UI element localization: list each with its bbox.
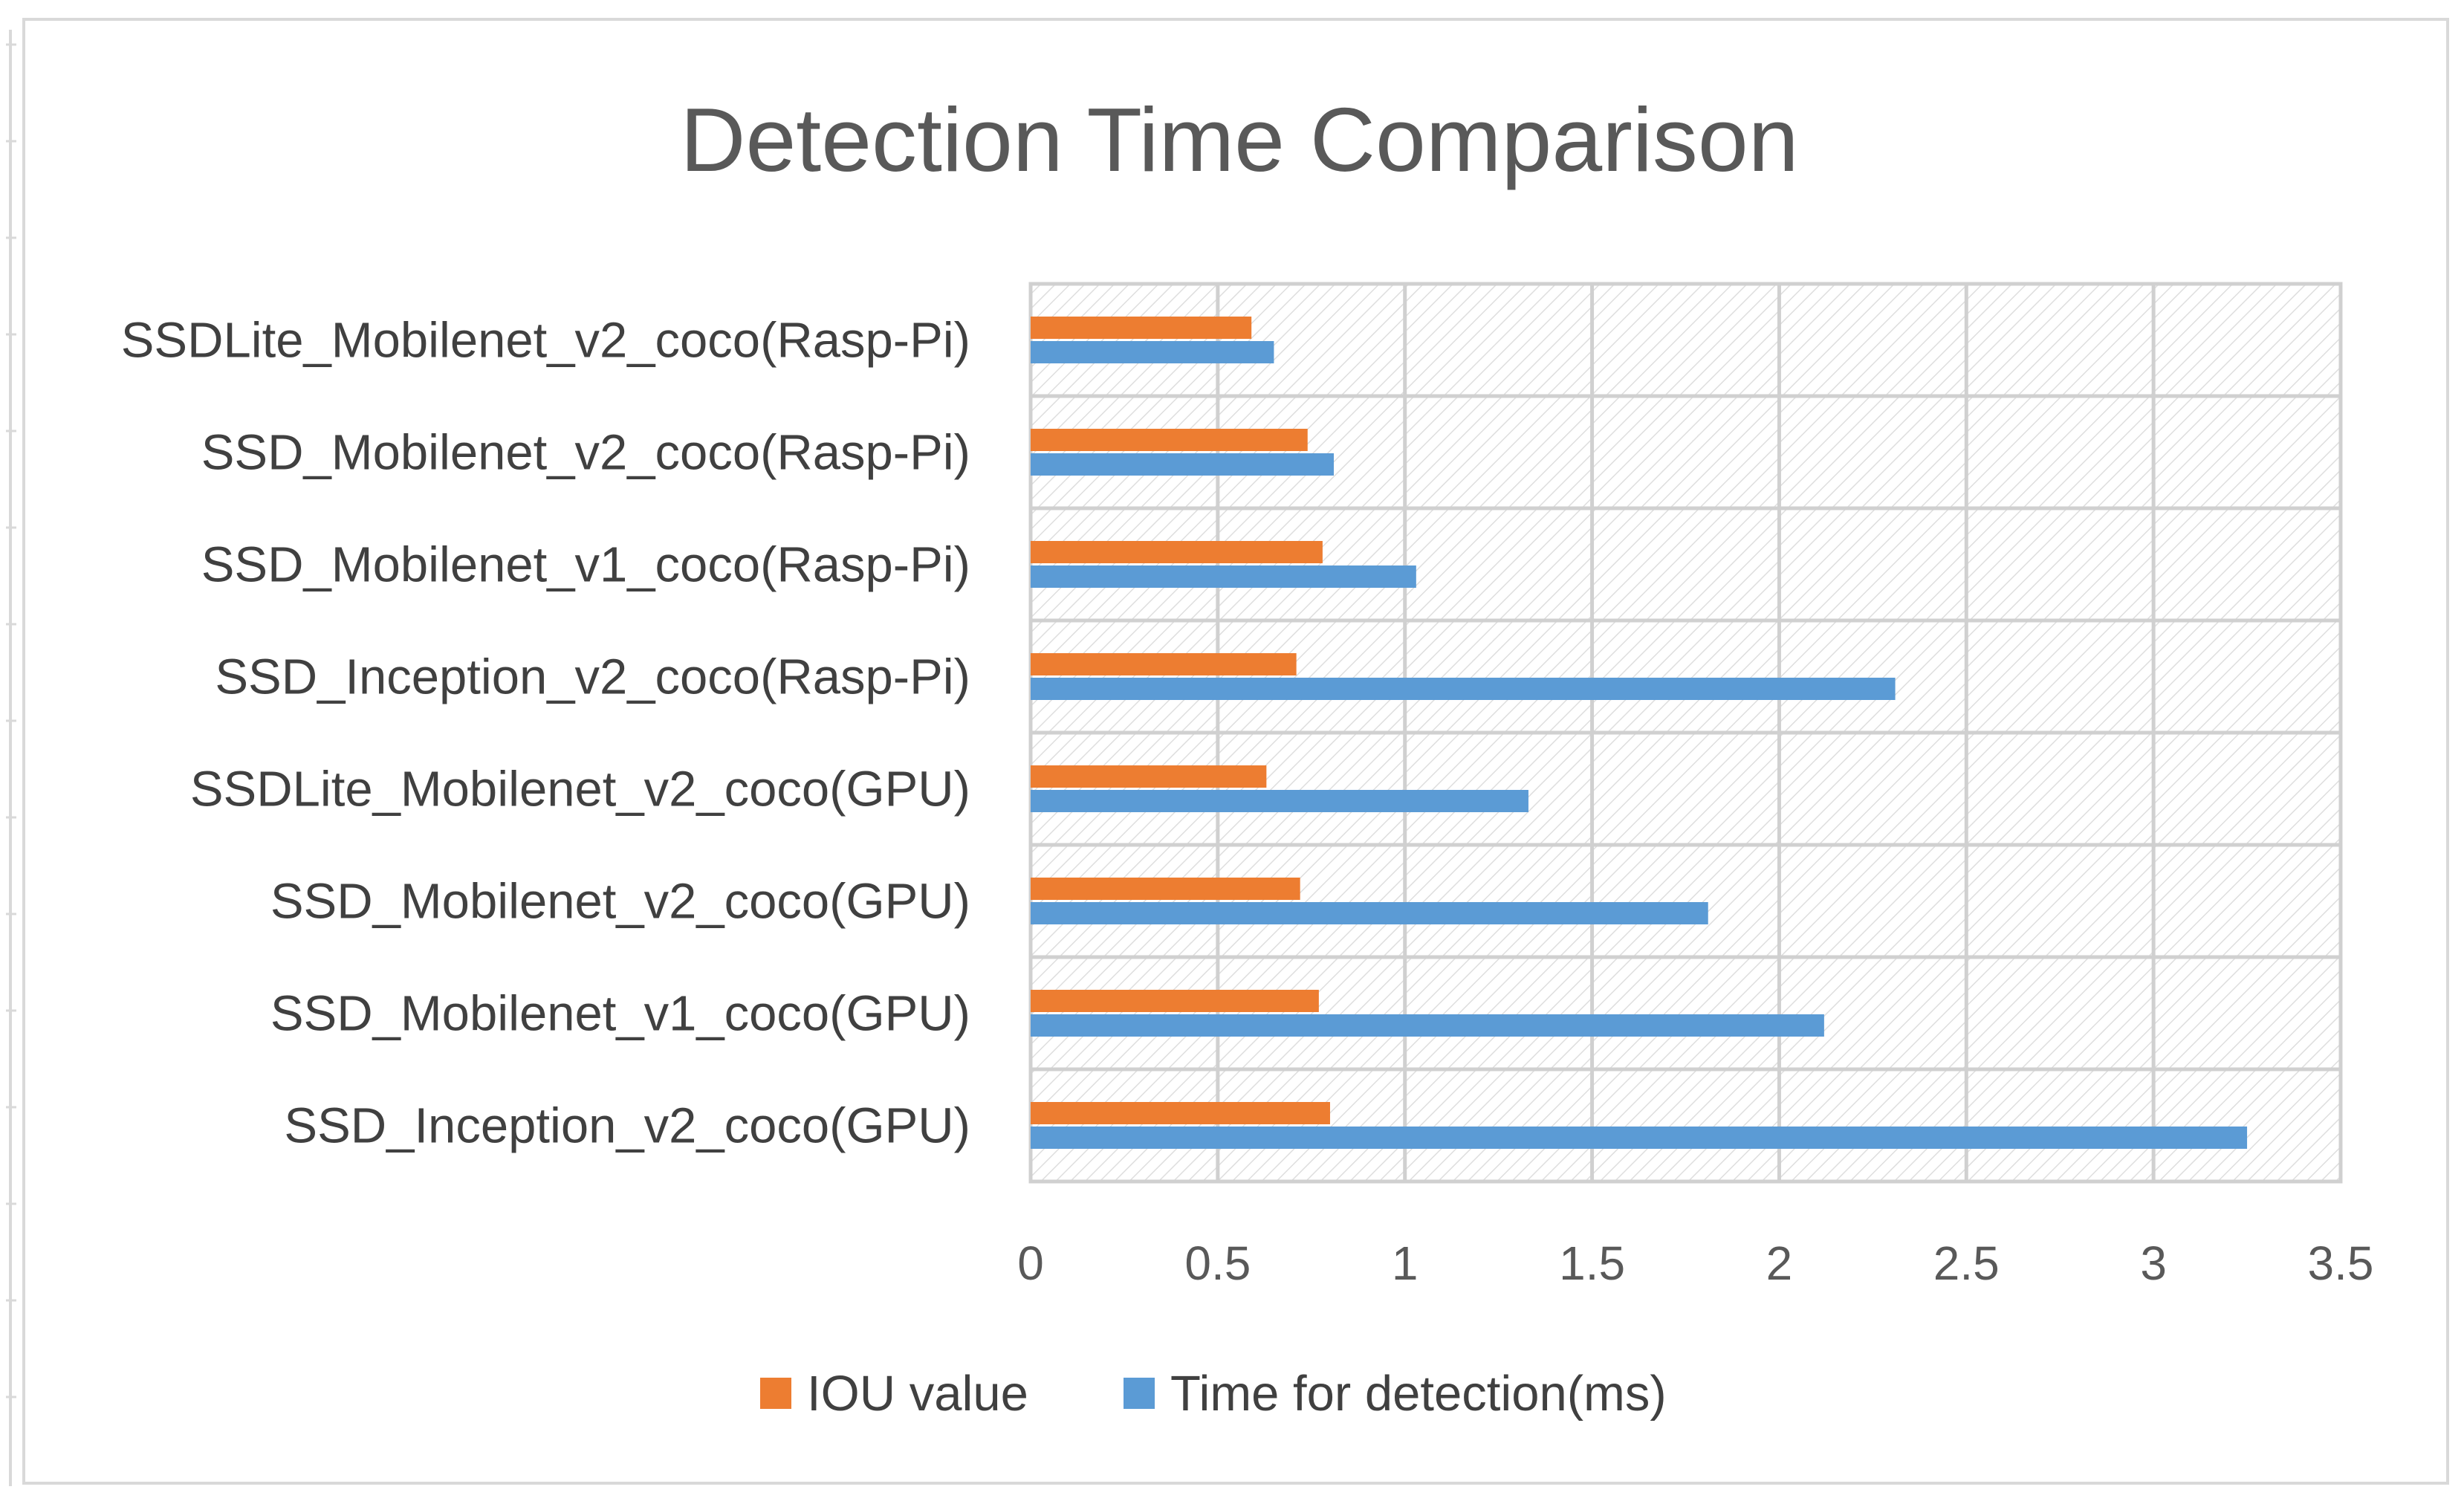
category-label: SSD_Mobilenet_v2_coco(Rasp-Pi) (201, 425, 970, 481)
x-tick-label: 3 (2140, 1236, 2167, 1290)
bar-time-for-detection (1031, 341, 1274, 363)
x-tick-label: 3.5 (2308, 1236, 2374, 1290)
bar-time-for-detection (1031, 1127, 2248, 1149)
legend: IOU value Time for detection(ms) (760, 1366, 1667, 1422)
bar-iou-value (1031, 765, 1267, 788)
category-label: SSDLite_Mobilenet_v2_coco(GPU) (190, 762, 970, 817)
x-axis-tick-labels: 0 0.5 1 1.5 2 2.5 3 3.5 (1017, 1236, 2373, 1290)
bar-iou-value (1031, 1102, 1330, 1124)
legend-label-time: Time for detection(ms) (1170, 1366, 1667, 1422)
chart-title: Detection Time Comparison (680, 89, 1798, 190)
bar-iou-value (1031, 429, 1308, 451)
bar-iou-value (1031, 878, 1300, 900)
x-tick-label: 1 (1392, 1236, 1419, 1290)
x-tick-label: 2 (1766, 1236, 1793, 1290)
category-label: SSD_Mobilenet_v1_coco(Rasp-Pi) (201, 537, 970, 593)
bar-time-for-detection (1031, 1014, 1824, 1037)
category-label: SSDLite_Mobilenet_v2_coco(Rasp-Pi) (121, 313, 970, 369)
bar-time-for-detection (1031, 678, 1896, 700)
bars (1031, 317, 2248, 1149)
bar-iou-value (1031, 317, 1252, 339)
legend-swatch-iou (760, 1378, 791, 1409)
bar-time-for-detection (1031, 565, 1416, 588)
x-tick-label: 2.5 (1933, 1236, 2000, 1290)
category-label: SSD_Mobilenet_v2_coco(GPU) (270, 874, 970, 930)
category-labels: SSDLite_Mobilenet_v2_coco(Rasp-Pi) SSD_Mo… (121, 313, 970, 1154)
legend-label-iou: IOU value (807, 1366, 1028, 1422)
category-label: SSD_Inception_v2_coco(GPU) (284, 1098, 970, 1154)
bar-iou-value (1031, 990, 1319, 1012)
category-label: SSD_Inception_v2_coco(Rasp-Pi) (215, 649, 970, 705)
bar-time-for-detection (1031, 790, 1528, 812)
legend-swatch-time (1124, 1378, 1155, 1409)
bar-time-for-detection (1031, 453, 1335, 476)
bar-iou-value (1031, 653, 1297, 675)
x-tick-label: 0.5 (1184, 1236, 1251, 1290)
x-tick-label: 0 (1017, 1236, 1044, 1290)
category-label: SSD_Mobilenet_v1_coco(GPU) (270, 986, 970, 1042)
bar-iou-value (1031, 541, 1323, 563)
page-edge-ticks (6, 43, 16, 1398)
chart-area-border (22, 18, 2449, 1485)
x-tick-label: 1.5 (1559, 1236, 1625, 1290)
category-separators (1031, 394, 2341, 1072)
bar-time-for-detection (1031, 902, 1708, 924)
